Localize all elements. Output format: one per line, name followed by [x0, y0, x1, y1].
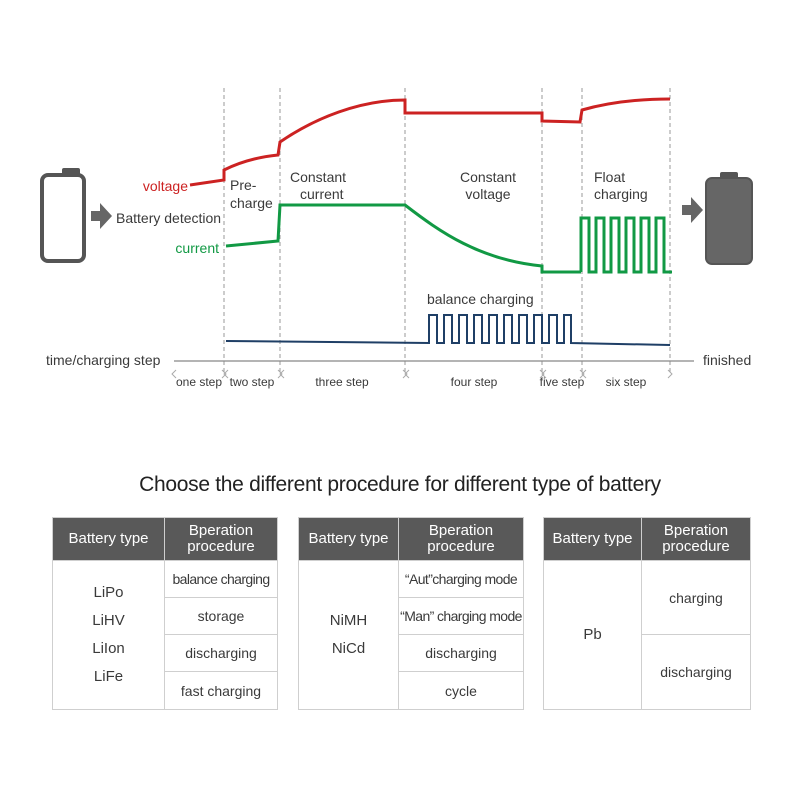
phase-float-charging-line1: Float — [594, 169, 625, 185]
header-operation-procedure: Bperation procedure — [164, 517, 278, 561]
battery-table-lead: Battery type Bperation procedure Pb char… — [543, 517, 751, 710]
step-label-5: five step — [540, 375, 585, 389]
section-subtitle: Choose the different procedure for diffe… — [139, 473, 661, 496]
battery-type-item: LiPo — [93, 584, 124, 601]
current-label: current — [175, 240, 219, 256]
step-label-4: four step — [451, 375, 498, 389]
step-label-1: one step — [176, 375, 222, 389]
battery-types-cell: Pb — [543, 560, 642, 710]
battery-table-lithium: Battery type Bperation procedure LiPo Li… — [52, 517, 278, 710]
battery-type-item: NiCd — [331, 640, 366, 657]
header-procedure-line1: Bperation — [428, 522, 494, 539]
balance-charging-signal — [225, 314, 671, 346]
procedure-cell: balance charging — [164, 560, 278, 598]
step-label-6: six step — [606, 375, 647, 389]
procedure-cell: storage — [164, 597, 278, 635]
header-battery-type: Battery type — [298, 517, 399, 561]
finished-label: finished — [703, 352, 751, 368]
current-curve — [225, 203, 581, 274]
header-procedure-line1: Bperation — [188, 522, 254, 539]
battery-type-item: NiMH — [329, 612, 368, 629]
battery-types-cell: NiMH NiCd — [298, 560, 399, 710]
battery-type-item: Pb — [583, 626, 602, 643]
procedure-cell: “Aut”charging mode — [398, 560, 524, 598]
full-battery-icon — [705, 172, 753, 265]
balance-charging-label: balance charging — [427, 291, 534, 307]
arrow-right-icon — [91, 203, 112, 229]
header-operation-procedure: Bperation procedure — [398, 517, 524, 561]
procedure-cell: fast charging — [164, 671, 278, 710]
header-procedure-line2: procedure — [662, 538, 730, 555]
phase-constant-voltage-line2: voltage — [465, 186, 510, 202]
header-procedure-line2: procedure — [427, 538, 495, 555]
procedure-cell: cycle — [398, 671, 524, 710]
header-procedure-line2: procedure — [187, 538, 255, 555]
procedure-cell: discharging — [398, 634, 524, 672]
voltage-curve — [189, 97, 671, 187]
charging-process-diagram: Battery detection voltage current Pre- c… — [40, 88, 753, 389]
phase-constant-current-line1: Constant — [290, 169, 346, 185]
step-brackets — [171, 369, 673, 379]
procedure-cell: charging — [641, 560, 751, 635]
empty-battery-icon — [40, 168, 86, 263]
voltage-label: voltage — [143, 178, 188, 194]
procedure-cell: “Man” charging mode — [398, 597, 524, 635]
header-operation-procedure: Bperation procedure — [641, 517, 751, 561]
header-battery-type: Battery type — [543, 517, 642, 561]
battery-type-item: LiHV — [92, 612, 125, 629]
header-battery-type: Battery type — [52, 517, 165, 561]
battery-type-item: LiIon — [92, 640, 125, 657]
step-label-2: two step — [230, 375, 275, 389]
time-axis-label: time/charging step — [46, 352, 161, 368]
battery-table-nickel: Battery type Bperation procedure NiMH Ni… — [298, 517, 524, 710]
procedure-cell: discharging — [164, 634, 278, 672]
procedure-cell: discharging — [641, 634, 751, 710]
phase-precharge-line1: Pre- — [230, 177, 257, 193]
header-procedure-line1: Bperation — [663, 522, 729, 539]
battery-detection-label: Battery detection — [116, 210, 221, 226]
arrow-right-icon — [682, 197, 703, 223]
phase-constant-voltage-line1: Constant — [460, 169, 516, 185]
step-label-3: three step — [315, 375, 369, 389]
phase-precharge-line2: charge — [230, 195, 273, 211]
phase-constant-current-line2: current — [300, 186, 344, 202]
phase-float-charging-line2: charging — [594, 186, 648, 202]
battery-types-cell: LiPo LiHV LiIon LiFe — [52, 560, 165, 710]
float-charging-pulses — [579, 216, 672, 274]
battery-type-item: LiFe — [93, 668, 124, 685]
